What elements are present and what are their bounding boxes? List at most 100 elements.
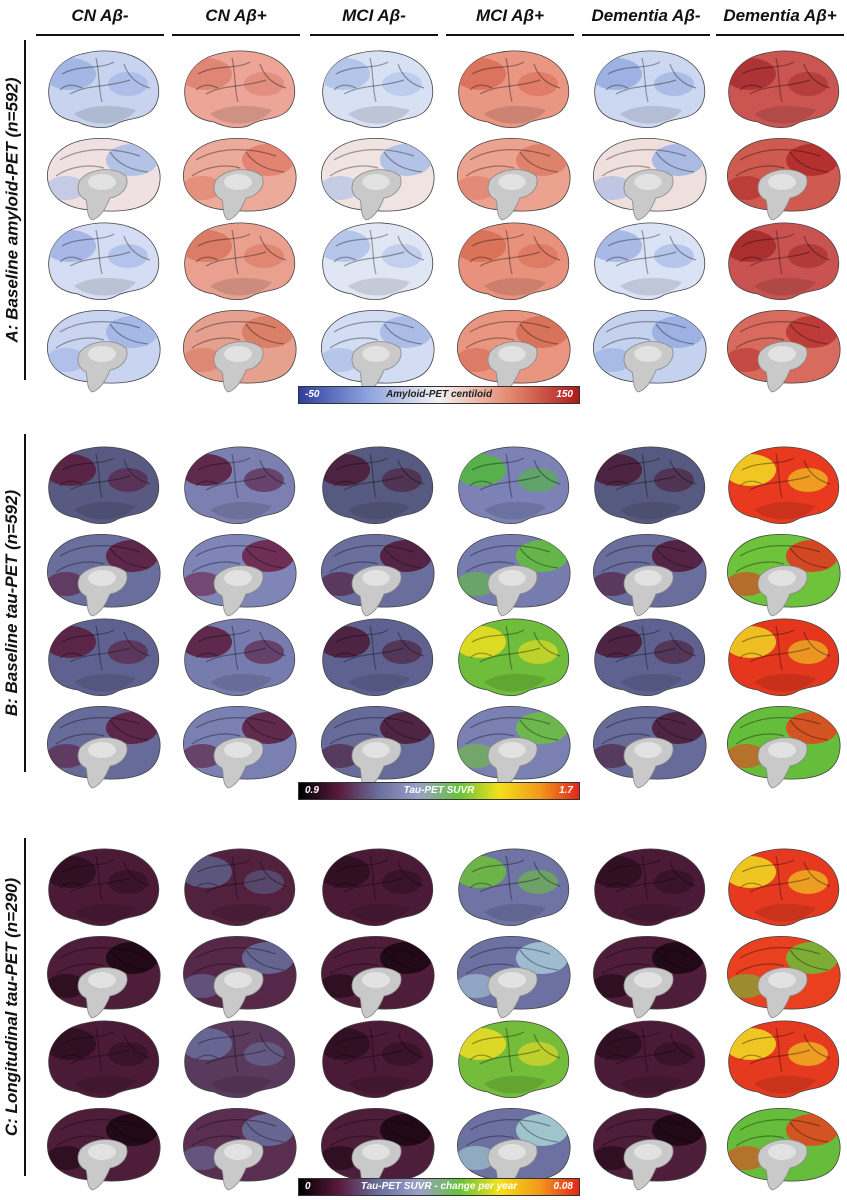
brain-surface-medial — [321, 138, 435, 221]
brain-surface-medial — [321, 534, 435, 617]
brain-surface-medial — [47, 706, 161, 789]
brain-surface-medial — [457, 310, 571, 393]
header-underline — [582, 34, 710, 36]
section-label-a: A: Baseline amyloid-PET (n=592) — [2, 77, 21, 343]
brain-surface-lateral — [458, 848, 570, 926]
brain-surface-medial — [457, 936, 571, 1019]
brain-surface-medial — [727, 706, 841, 789]
header-underline — [172, 34, 300, 36]
brain-surface-medial — [727, 310, 841, 393]
brain-surface-medial — [183, 936, 297, 1019]
header-underline — [446, 34, 574, 36]
brain-surface-medial — [727, 1108, 841, 1191]
brain-surface-medial — [183, 1108, 297, 1191]
brain-surface-lateral — [594, 1020, 706, 1098]
header-underline — [716, 34, 844, 36]
brain-surface-lateral — [322, 50, 434, 128]
brain-surface-lateral — [458, 50, 570, 128]
column-header-cn-ab-pos: CN Aβ+ — [172, 6, 300, 40]
colorbar-amyloid: -50 Amyloid-PET centiloid 150 — [298, 386, 580, 404]
brain-surface-lateral — [184, 446, 296, 524]
brain-surface-lateral — [594, 50, 706, 128]
brain-surface-lateral — [458, 1020, 570, 1098]
brain-surface-lateral — [48, 618, 160, 696]
brain-surface-lateral — [184, 1020, 296, 1098]
brain-surface-medial — [593, 936, 707, 1019]
brain-surface-medial — [593, 706, 707, 789]
section-divider-c — [24, 838, 26, 1176]
brain-surface-medial — [593, 310, 707, 393]
column-header-dementia-ab-pos: Dementia Aβ+ — [716, 6, 844, 40]
brain-surface-medial — [183, 310, 297, 393]
brain-surface-lateral — [48, 222, 160, 300]
brain-surface-medial — [593, 138, 707, 221]
brain-surface-lateral — [728, 50, 840, 128]
section-divider-a — [24, 40, 26, 380]
column-header-cn-ab-neg: CN Aβ- — [36, 6, 164, 40]
column-header-mci-ab-pos: MCI Aβ+ — [446, 6, 574, 40]
brain-surface-medial — [727, 138, 841, 221]
brain-surface-medial — [727, 534, 841, 617]
brain-surface-medial — [321, 936, 435, 1019]
colorbar-max: 0.08 — [553, 1181, 573, 1192]
brain-surface-lateral — [458, 618, 570, 696]
colorbar-title: Amyloid-PET centiloid — [385, 389, 493, 400]
brain-surface-lateral — [728, 618, 840, 696]
colorbar-tau-change: 0 Tau-PET SUVR - change per year 0.08 — [298, 1178, 580, 1196]
brain-surface-lateral — [322, 848, 434, 926]
brain-surface-medial — [47, 310, 161, 393]
brain-surface-lateral — [458, 222, 570, 300]
brain-surface-lateral — [184, 848, 296, 926]
brain-surface-medial — [457, 534, 571, 617]
brain-surface-medial — [183, 706, 297, 789]
brain-surface-lateral — [322, 618, 434, 696]
brain-surface-lateral — [594, 618, 706, 696]
brain-surface-medial — [47, 138, 161, 221]
header-underline — [36, 34, 164, 36]
brain-surface-lateral — [728, 1020, 840, 1098]
brain-surface-lateral — [48, 1020, 160, 1098]
brain-surface-medial — [457, 1108, 571, 1191]
section-label-b: B: Baseline tau-PET (n=592) — [2, 489, 22, 717]
column-header-mci-ab-neg: MCI Aβ- — [310, 6, 438, 40]
brain-surface-lateral — [728, 848, 840, 926]
brain-surface-lateral — [48, 848, 160, 926]
brain-surface-medial — [321, 706, 435, 789]
brain-surface-medial — [183, 138, 297, 221]
brain-surface-medial — [321, 1108, 435, 1191]
brain-surface-medial — [457, 706, 571, 789]
brain-surface-medial — [183, 534, 297, 617]
brain-surface-lateral — [594, 222, 706, 300]
column-header-dementia-ab-neg: Dementia Aβ- — [582, 6, 710, 40]
brain-surface-medial — [593, 534, 707, 617]
column-label: CN Aβ+ — [205, 6, 267, 25]
section-divider-b — [24, 434, 26, 772]
brain-surface-medial — [321, 310, 435, 393]
brain-surface-lateral — [322, 222, 434, 300]
brain-surface-lateral — [458, 446, 570, 524]
brain-surface-lateral — [594, 848, 706, 926]
brain-surface-lateral — [184, 618, 296, 696]
column-label: Dementia Aβ+ — [723, 6, 837, 25]
brain-surface-lateral — [184, 222, 296, 300]
colorbar-title: Tau-PET SUVR - change per year — [360, 1181, 518, 1192]
section-label-c: C: Longitudinal tau-PET (n=290) — [2, 877, 21, 1137]
brain-surface-lateral — [728, 446, 840, 524]
brain-surface-medial — [727, 936, 841, 1019]
colorbar-tau-suvr: 0.9 Tau-PET SUVR 1.7 — [298, 782, 580, 800]
brain-surface-lateral — [728, 222, 840, 300]
brain-surface-medial — [47, 534, 161, 617]
brain-surface-lateral — [184, 50, 296, 128]
brain-surface-lateral — [322, 1020, 434, 1098]
colorbar-min: -50 — [305, 389, 320, 400]
colorbar-title: Tau-PET SUVR — [403, 785, 475, 796]
brain-surface-medial — [47, 936, 161, 1019]
column-label: MCI Aβ+ — [475, 6, 544, 25]
brain-surface-lateral — [322, 446, 434, 524]
brain-surface-lateral — [48, 446, 160, 524]
colorbar-max: 1.7 — [559, 785, 573, 796]
brain-surface-medial — [47, 1108, 161, 1191]
column-label: Dementia Aβ- — [591, 6, 701, 25]
colorbar-max: 150 — [556, 389, 573, 400]
